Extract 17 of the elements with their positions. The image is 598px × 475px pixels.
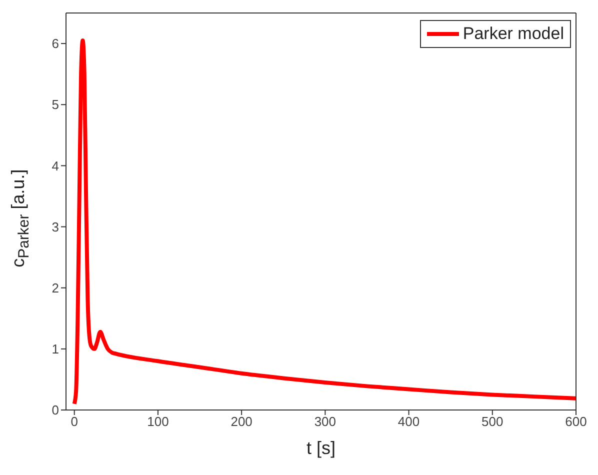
x-tick-label: 500 xyxy=(482,414,504,430)
y-tick-label: 3 xyxy=(52,219,59,234)
y-tick-label: 5 xyxy=(52,97,59,112)
y-tick-label: 6 xyxy=(52,36,59,52)
line-series xyxy=(72,38,576,406)
x-tick-label: 600 xyxy=(565,414,587,430)
y-tick-label: 4 xyxy=(52,158,59,174)
y-tick-label: 2 xyxy=(52,280,59,296)
legend-label: Parker model xyxy=(462,24,564,44)
x-tick-label: 200 xyxy=(230,414,252,430)
x-tick-label: 300 xyxy=(314,414,336,430)
y-tick-label: 1 xyxy=(52,342,59,357)
x-tick-label: 400 xyxy=(398,414,420,430)
x-tick-label: 100 xyxy=(147,414,169,430)
x-axis-title: t [s] xyxy=(306,438,336,458)
y-tick-label: 0 xyxy=(52,402,59,418)
x-tick-label: 0 xyxy=(70,414,78,430)
